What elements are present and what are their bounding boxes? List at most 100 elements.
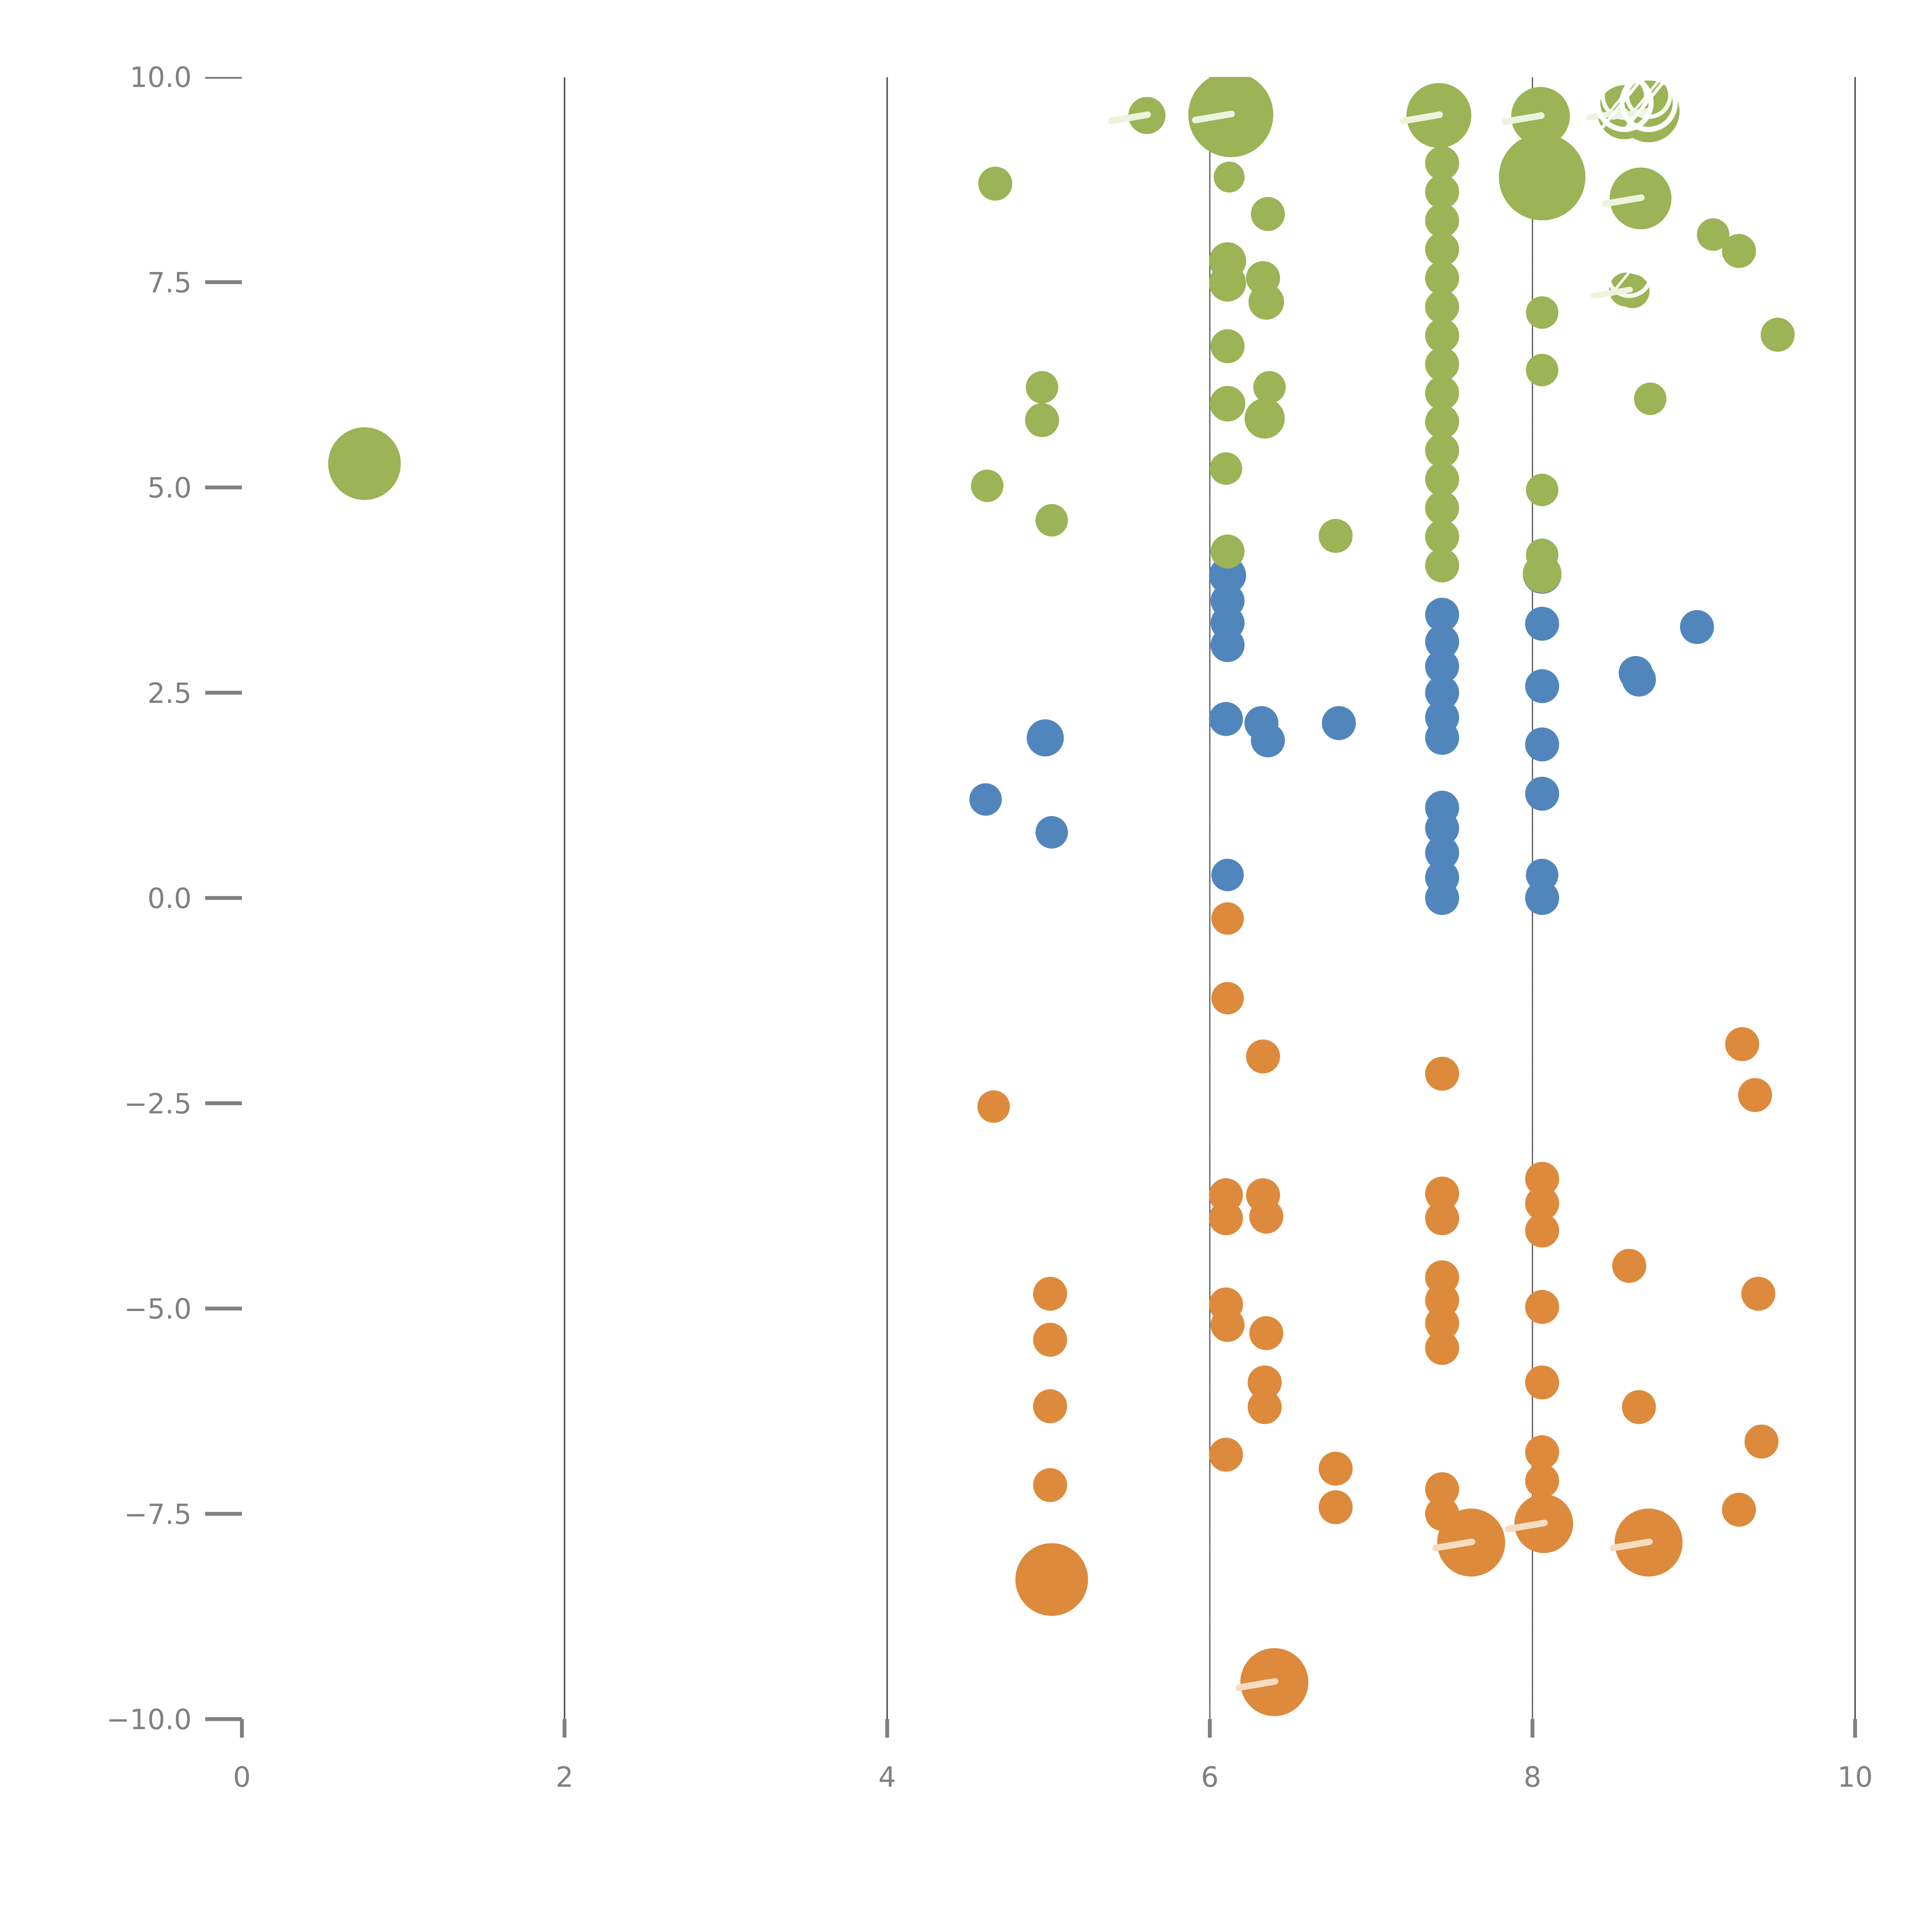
scatter-marker-green[interactable] xyxy=(1425,462,1459,497)
series-green-markers[interactable] xyxy=(328,72,1795,593)
scatter-marker-green[interactable] xyxy=(1026,371,1058,404)
scatter-marker-orange[interactable] xyxy=(1211,902,1244,935)
scatter-marker-blue[interactable] xyxy=(1211,859,1244,891)
scatter-marker-orange[interactable] xyxy=(1722,1493,1756,1527)
scatter-marker-orange[interactable] xyxy=(1525,1464,1560,1498)
scatter-marker-blue[interactable] xyxy=(1525,607,1560,641)
scatter-marker-green[interactable] xyxy=(1425,261,1459,295)
scatter-marker-orange[interactable] xyxy=(1738,1078,1772,1112)
scatter-marker-blue[interactable] xyxy=(1525,881,1560,915)
scatter-marker-blue[interactable] xyxy=(1209,702,1243,736)
scatter-marker-green[interactable] xyxy=(1244,398,1285,439)
scatter-marker-orange[interactable] xyxy=(1209,1437,1243,1472)
scatter-marker-orange[interactable] xyxy=(1425,1177,1459,1211)
scatter-marker-green[interactable] xyxy=(1760,318,1795,352)
scatter-marker-orange[interactable] xyxy=(1525,1365,1560,1400)
scatter-marker-orange[interactable] xyxy=(1247,1365,1282,1400)
scatter-marker-blue[interactable] xyxy=(1425,881,1459,915)
scatter-marker-orange[interactable] xyxy=(1725,1027,1759,1061)
scatter-marker-green[interactable] xyxy=(1425,347,1459,381)
scatter-marker-blue[interactable] xyxy=(1680,610,1714,644)
scatter-marker-blue[interactable] xyxy=(1525,669,1560,703)
scatter-marker-orange[interactable] xyxy=(1318,1490,1353,1524)
scatter-marker-orange[interactable] xyxy=(1210,1308,1245,1342)
scatter-marker-blue[interactable] xyxy=(1425,836,1459,870)
scatter-marker-orange[interactable] xyxy=(1246,1039,1280,1074)
scatter-marker-green[interactable] xyxy=(1425,175,1459,209)
scatter-marker-green[interactable] xyxy=(1425,520,1459,554)
scatter-marker-orange[interactable] xyxy=(1744,1424,1779,1459)
scatter-marker-blue[interactable] xyxy=(1027,719,1064,757)
scatter-marker-green[interactable] xyxy=(328,427,401,500)
scatter-marker-blue[interactable] xyxy=(1035,816,1068,849)
scatter-marker-orange[interactable] xyxy=(1425,1472,1459,1506)
scatter-marker-orange[interactable] xyxy=(1425,1201,1459,1235)
scatter-marker-orange[interactable] xyxy=(1525,1435,1560,1469)
scatter-marker-green[interactable] xyxy=(1526,354,1559,386)
scatter-marker-green[interactable] xyxy=(1209,264,1246,302)
scatter-marker-green[interactable] xyxy=(1425,318,1459,353)
scatter-marker-blue[interactable] xyxy=(1322,706,1356,740)
scatter-marker-green[interactable] xyxy=(1210,329,1245,363)
scatter-marker-green[interactable] xyxy=(1722,234,1756,268)
scatter-marker-green[interactable] xyxy=(1425,491,1459,525)
scatter-marker-green[interactable] xyxy=(978,167,1012,201)
scatter-marker-green[interactable] xyxy=(1253,371,1286,404)
scatter-marker-green[interactable] xyxy=(1425,548,1459,583)
scatter-marker-green[interactable] xyxy=(1425,433,1459,468)
scatter-marker-orange[interactable] xyxy=(1318,1451,1353,1486)
scatter-marker-orange[interactable] xyxy=(1033,1468,1067,1502)
scatter-marker-orange[interactable] xyxy=(1033,1277,1067,1311)
scatter-marker-green[interactable] xyxy=(1526,473,1559,506)
scatter-marker-green[interactable] xyxy=(971,469,1003,502)
scatter-marker-green[interactable] xyxy=(1251,197,1285,231)
scatter-marker-orange[interactable] xyxy=(1425,1306,1459,1340)
scatter-marker-green[interactable] xyxy=(1523,554,1562,593)
scatter-marker-blue[interactable] xyxy=(1209,556,1246,594)
scatter-marker-green[interactable] xyxy=(1025,403,1059,437)
scatter-marker-green[interactable] xyxy=(1425,405,1459,439)
scatter-marker-green[interactable] xyxy=(1214,162,1245,193)
scatter-marker-blue[interactable] xyxy=(1622,662,1656,697)
scatter-marker-green[interactable] xyxy=(1499,134,1586,221)
scatter-marker-green[interactable] xyxy=(1035,504,1068,537)
scatter-marker-orange[interactable] xyxy=(1525,1186,1560,1221)
scatter-marker-green[interactable] xyxy=(1615,274,1650,308)
scatter-marker-blue[interactable] xyxy=(1425,675,1459,710)
scatter-marker-orange[interactable] xyxy=(1622,1390,1656,1424)
scatter-marker-green[interactable] xyxy=(1318,519,1353,553)
scatter-marker-blue[interactable] xyxy=(1525,727,1560,762)
scatter-marker-orange[interactable] xyxy=(977,1090,1010,1123)
scatter-marker-blue[interactable] xyxy=(1425,597,1459,632)
scatter-marker-orange[interactable] xyxy=(1425,1056,1459,1091)
scatter-marker-blue[interactable] xyxy=(1525,777,1560,811)
scatter-marker-orange[interactable] xyxy=(1249,1199,1284,1234)
scatter-marker-orange[interactable] xyxy=(1209,1201,1243,1235)
scatter-marker-green[interactable] xyxy=(1209,386,1245,422)
series-orange-markers[interactable] xyxy=(977,902,1779,1716)
scatter-marker-green[interactable] xyxy=(1697,218,1730,251)
scatter-marker-blue[interactable] xyxy=(1425,811,1459,845)
scatter-marker-orange[interactable] xyxy=(1525,1162,1560,1196)
scatter-marker-green[interactable] xyxy=(1425,376,1459,410)
scatter-marker-orange[interactable] xyxy=(1211,982,1244,1015)
scatter-marker-green[interactable] xyxy=(1210,534,1245,569)
scatter-marker-orange[interactable] xyxy=(1741,1277,1776,1311)
scatter-marker-orange[interactable] xyxy=(1425,1331,1459,1365)
scatter-marker-orange[interactable] xyxy=(1525,1290,1560,1324)
scatter-marker-blue[interactable] xyxy=(1210,628,1245,662)
scatter-marker-orange[interactable] xyxy=(1247,1390,1282,1424)
scatter-marker-blue[interactable] xyxy=(1425,625,1459,659)
scatter-marker-green[interactable] xyxy=(1425,146,1459,180)
scatter-marker-blue[interactable] xyxy=(1425,649,1459,684)
scatter-marker-blue[interactable] xyxy=(969,783,1002,816)
scatter-marker-green[interactable] xyxy=(1634,383,1667,415)
scatter-marker-orange[interactable] xyxy=(1033,1389,1067,1423)
scatter-marker-green[interactable] xyxy=(1425,232,1459,267)
scatter-marker-orange[interactable] xyxy=(1612,1249,1646,1283)
series-blue-markers[interactable] xyxy=(969,555,1714,915)
scatter-marker-orange[interactable] xyxy=(1033,1323,1067,1357)
scatter-marker-orange[interactable] xyxy=(1525,1213,1560,1248)
scatter-marker-green[interactable] xyxy=(1209,452,1242,485)
scatter-marker-green[interactable] xyxy=(1425,290,1459,324)
